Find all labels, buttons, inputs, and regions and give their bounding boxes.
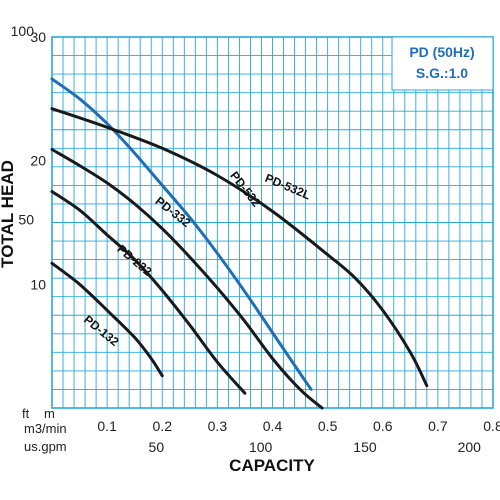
curve-label-pd-232: PD-232 (114, 242, 154, 279)
x-unit-secondary: us.gpm (24, 439, 67, 454)
grid (52, 37, 493, 408)
x-unit-primary: m3/min (24, 421, 67, 436)
x-axis-title: CAPACITY (229, 456, 315, 475)
x-secondary-tick-label: 100 (249, 439, 273, 455)
y-unit-primary: m (44, 406, 55, 421)
y-unit-secondary: ft (22, 406, 30, 421)
x-tick-label: 0.1 (97, 418, 117, 434)
x-tick-label: 0.7 (428, 418, 448, 434)
x-tick-label: 0.5 (318, 418, 338, 434)
x-secondary-tick-label: 200 (458, 439, 482, 455)
x-tick-label: 0.3 (208, 418, 228, 434)
y-tick-label: 10 (30, 276, 46, 292)
x-secondary-tick-label: 150 (353, 439, 377, 455)
series-line-pd-232 (50, 190, 247, 395)
y-tick-label: 30 (30, 29, 46, 45)
x-tick-label: 0.8 (483, 418, 500, 434)
y-secondary-tick-label: 100 (11, 23, 35, 39)
series-line-pd-132 (50, 261, 164, 378)
series-line-pd-532l (50, 107, 429, 388)
y-axis-title: TOTAL HEAD (0, 160, 17, 268)
series-line-pd-332 (50, 148, 324, 410)
x-secondary-tick-label: 50 (149, 439, 165, 455)
y-secondary-tick-label: 50 (18, 212, 34, 228)
x-tick-label: 0.2 (153, 418, 173, 434)
info-box: PD (50Hz) S.G.:1.0 (391, 36, 494, 91)
tick-labels: 0.1 0.2 0.3 0.4 0.5 0.6 0.7 0.8 50 100 150 200 10 20 3… (11, 23, 500, 455)
curves (50, 77, 429, 410)
info-box-line-1: PD (50Hz) (409, 44, 474, 60)
x-tick-label: 0.6 (373, 418, 393, 434)
x-tick-label: 0.4 (263, 418, 283, 434)
plot-frame (51, 36, 494, 409)
info-box-line-2: S.G.:1.0 (416, 65, 468, 81)
series-line-pd-532 (50, 77, 313, 391)
y-tick-label: 20 (30, 153, 46, 169)
